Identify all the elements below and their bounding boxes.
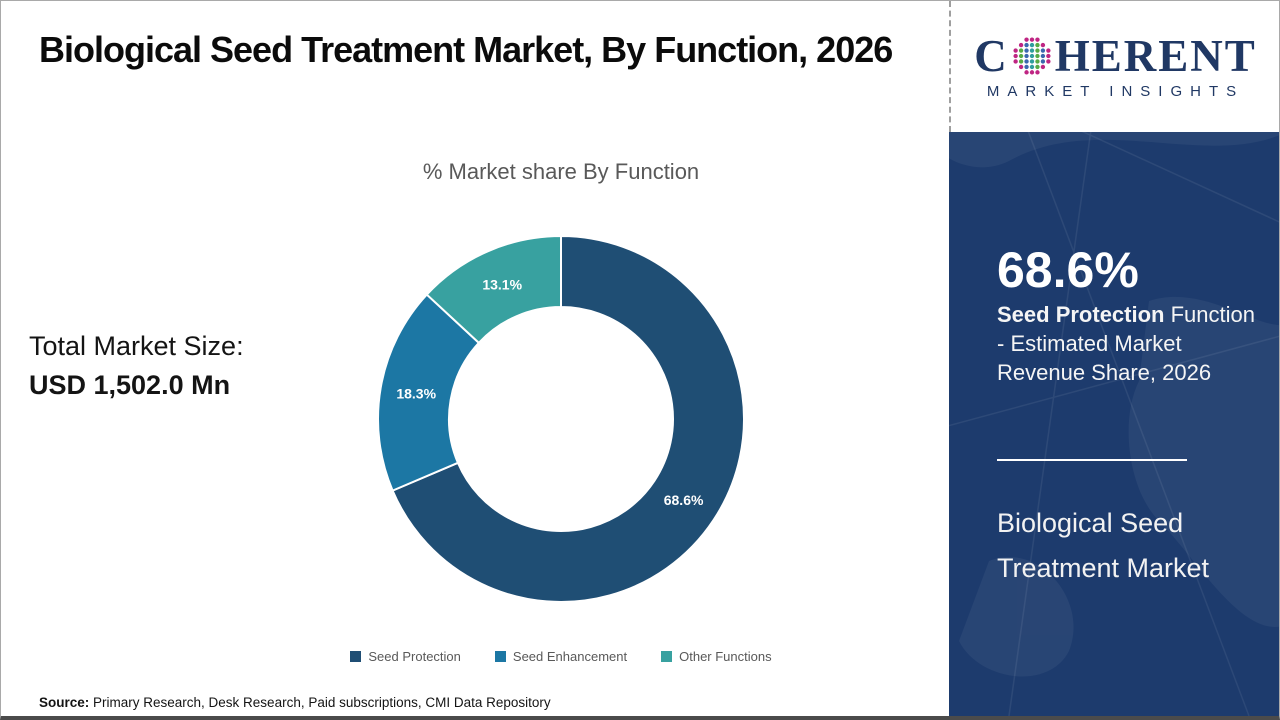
globe-dot	[1040, 42, 1045, 48]
legend-label: Seed Enhancement	[512, 649, 628, 664]
globe-dots-icon	[1013, 37, 1051, 75]
globe-dot	[1029, 53, 1034, 59]
legend-swatch-other-functions	[661, 651, 673, 662]
globe-dot	[1040, 59, 1045, 64]
chart-title: % Market share By Function	[422, 159, 700, 184]
stat-value: 68.6%	[997, 242, 1139, 298]
globe-dot	[1029, 59, 1034, 64]
globe-dot	[1034, 37, 1040, 42]
legend-item: Other Functions	[661, 649, 772, 664]
company-logo: C HERENT MARKET INSIGHTS	[949, 1, 1279, 132]
globe-dot	[1029, 64, 1034, 70]
stat-description: Seed Protection Function - Estimated Mar…	[997, 300, 1255, 387]
donut-slice-0	[391, 235, 745, 603]
globe-dot	[1034, 70, 1040, 75]
legend-item: Seed Enhancement	[494, 649, 628, 664]
globe-dot	[1024, 64, 1029, 70]
sidebar-market-name: Biological Seed Treatment Market	[997, 508, 1210, 583]
globe-dot	[1045, 48, 1051, 53]
donut-chart: 68.6% 18.3% 13.1%	[376, 234, 746, 604]
total-market-label: Total Market Size:	[29, 331, 244, 361]
globe-dot	[1018, 42, 1023, 48]
logo-wordmark: C HERENT	[974, 30, 1257, 81]
legend-label: Seed Protection	[368, 649, 461, 664]
globe-dot	[1018, 53, 1023, 59]
globe-dot	[1018, 59, 1023, 64]
source-note: Source: Primary Research, Desk Research,…	[39, 695, 551, 710]
globe-dot	[1034, 42, 1040, 48]
stat-description-bold: Seed Protection	[997, 302, 1165, 327]
logo-tagline: MARKET INSIGHTS	[986, 82, 1245, 100]
globe-dot	[1024, 70, 1029, 75]
globe-dot	[1045, 53, 1051, 59]
donut-data-label-1: 18.3%	[396, 386, 436, 402]
donut-chart-svg: 68.6% 18.3% 13.1%	[377, 235, 745, 603]
globe-dot	[1013, 48, 1018, 53]
total-market-value: USD 1,502.0 Mn	[29, 370, 231, 400]
globe-dot	[1040, 64, 1045, 70]
legend-swatch-seed-enhancement	[494, 651, 506, 662]
legend-item: Seed Protection	[350, 649, 461, 664]
globe-dot	[1029, 70, 1034, 75]
globe-dot	[1018, 48, 1023, 53]
sidebar: C HERENT MARKET INSIGHTS 68.6% Seed Prot…	[949, 1, 1279, 716]
page-title: Biological Seed Treatment Market, By Fun…	[39, 29, 893, 70]
stat-description-rest: Function - Estimated Market Revenue Shar…	[997, 302, 1255, 385]
source-text: Primary Research, Desk Research, Paid su…	[89, 695, 551, 710]
legend-swatch-seed-protection	[350, 651, 362, 662]
globe-dot	[1029, 42, 1034, 48]
donut-data-label-0: 68.6%	[664, 492, 704, 508]
globe-dot	[1034, 53, 1040, 59]
globe-dot	[1013, 59, 1018, 64]
chart-legend: Seed Protection Seed Enhancement Other F…	[161, 649, 961, 664]
logo-letters-rest: HERENT	[1054, 30, 1257, 81]
total-market-size: Total Market Size: USD 1,502.0 Mn	[29, 327, 244, 405]
donut-data-label-2: 13.1%	[482, 276, 522, 292]
globe-dot	[1034, 64, 1040, 70]
globe-dot	[1029, 48, 1034, 53]
globe-dot	[1045, 59, 1051, 64]
globe-dot	[1024, 48, 1029, 53]
logo-letter-c: C	[974, 30, 1009, 81]
globe-dot	[1024, 42, 1029, 48]
globe-dot	[1040, 48, 1045, 53]
globe-dot	[1040, 53, 1045, 59]
donut-slice-2	[425, 235, 562, 344]
sidebar-divider	[997, 459, 1187, 461]
source-label: Source:	[39, 695, 90, 710]
legend-label: Other Functions	[679, 649, 772, 664]
globe-dot	[1013, 53, 1018, 59]
globe-dot	[1024, 59, 1029, 64]
globe-dot	[1024, 37, 1029, 42]
globe-dot	[1034, 59, 1040, 64]
globe-dot	[1029, 37, 1034, 42]
globe-dot	[1034, 48, 1040, 53]
globe-dot	[1024, 53, 1029, 59]
globe-dot	[1018, 64, 1023, 70]
